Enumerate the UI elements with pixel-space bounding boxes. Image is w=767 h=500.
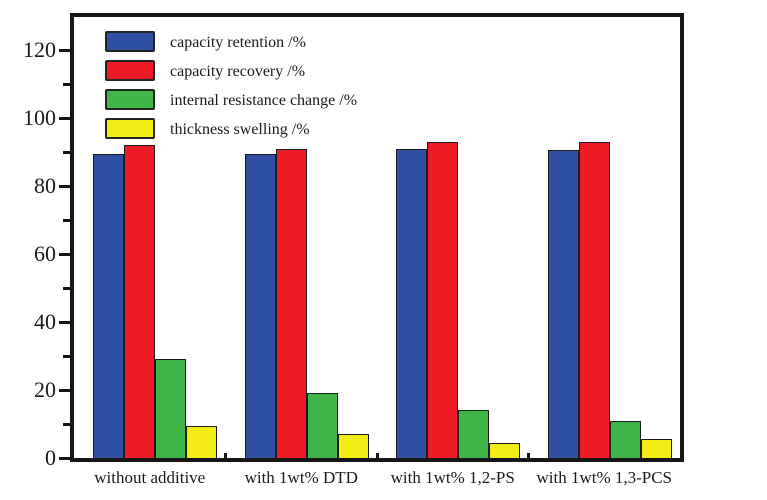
y-axis-major-tick bbox=[59, 184, 70, 188]
plot-area: capacity retention /% capacity recovery /… bbox=[70, 13, 684, 462]
bar-internal-group2 bbox=[306, 393, 338, 458]
y-axis-major-tick bbox=[59, 116, 70, 120]
legend-label: internal resistance change /% bbox=[170, 91, 358, 109]
legend-item: capacity retention /% bbox=[105, 27, 357, 56]
bar-internal-group4 bbox=[609, 420, 641, 458]
y-axis-minor-tick bbox=[63, 422, 70, 426]
y-axis-tick-label: 100 bbox=[23, 105, 56, 130]
bar-thickness-group2 bbox=[337, 434, 369, 458]
bar-internal-group3 bbox=[458, 410, 489, 458]
bar-capacity-group3 bbox=[396, 148, 427, 458]
bar-thickness-group4 bbox=[640, 439, 672, 458]
bar-internal-group1 bbox=[155, 359, 186, 458]
x-axis-category-label: without additive bbox=[94, 468, 206, 487]
x-axis-minor-tick bbox=[224, 453, 227, 458]
x-axis-minor-tick bbox=[375, 453, 379, 458]
bar-capacity-group4 bbox=[578, 141, 610, 458]
bars-layer bbox=[74, 17, 680, 458]
bar-thickness-group3 bbox=[489, 442, 520, 458]
y-axis-tick-label: 80 bbox=[34, 173, 56, 198]
bar-capacity-group1 bbox=[93, 153, 124, 458]
legend-label: thickness swelling /% bbox=[170, 120, 310, 138]
x-axis-minor-tick bbox=[527, 453, 530, 458]
legend: capacity retention /% capacity recovery /… bbox=[105, 27, 357, 143]
legend-swatch-1 bbox=[105, 31, 155, 52]
legend-item: internal resistance change /% bbox=[105, 85, 357, 114]
bar-capacity-group2 bbox=[244, 153, 276, 458]
y-axis-minor-tick bbox=[63, 218, 70, 222]
y-axis-tick-label: 40 bbox=[34, 309, 56, 334]
y-axis-minor-tick bbox=[63, 150, 70, 154]
bar-capacity-group2 bbox=[275, 148, 307, 458]
legend-item: thickness swelling /% bbox=[105, 114, 357, 143]
legend-label: capacity recovery /% bbox=[170, 62, 306, 80]
legend-label: capacity retention /% bbox=[170, 33, 306, 51]
y-axis-major-tick bbox=[59, 388, 70, 392]
y-axis-tick-label: 0 bbox=[45, 445, 56, 470]
y-axis-minor-tick bbox=[63, 286, 70, 290]
bar-capacity-group3 bbox=[427, 141, 458, 458]
y-axis-major-tick bbox=[59, 456, 70, 460]
legend-item: capacity recovery /% bbox=[105, 56, 357, 85]
y-axis-tick-label: 120 bbox=[23, 37, 56, 62]
bar-capacity-group4 bbox=[547, 150, 579, 458]
y-axis-minor-tick bbox=[63, 354, 70, 358]
y-axis-major-tick bbox=[59, 320, 70, 324]
bar-thickness-group1 bbox=[186, 425, 217, 458]
x-axis-category-label: with 1wt% DTD bbox=[244, 468, 358, 487]
y-axis-tick-label: 20 bbox=[34, 377, 56, 402]
y-axis-major-tick bbox=[59, 252, 70, 256]
x-axis-category-label: with 1wt% 1,2-PS bbox=[390, 468, 515, 487]
legend-swatch-3 bbox=[105, 89, 155, 110]
y-axis-tick-label: 60 bbox=[34, 241, 56, 266]
x-axis-category-label: with 1wt% 1,3-PCS bbox=[536, 468, 673, 487]
legend-swatch-2 bbox=[105, 60, 155, 81]
legend-swatch-4 bbox=[105, 118, 155, 139]
y-axis-major-tick bbox=[59, 48, 70, 52]
y-axis-minor-tick bbox=[63, 82, 70, 86]
bar-capacity-group1 bbox=[124, 145, 155, 458]
